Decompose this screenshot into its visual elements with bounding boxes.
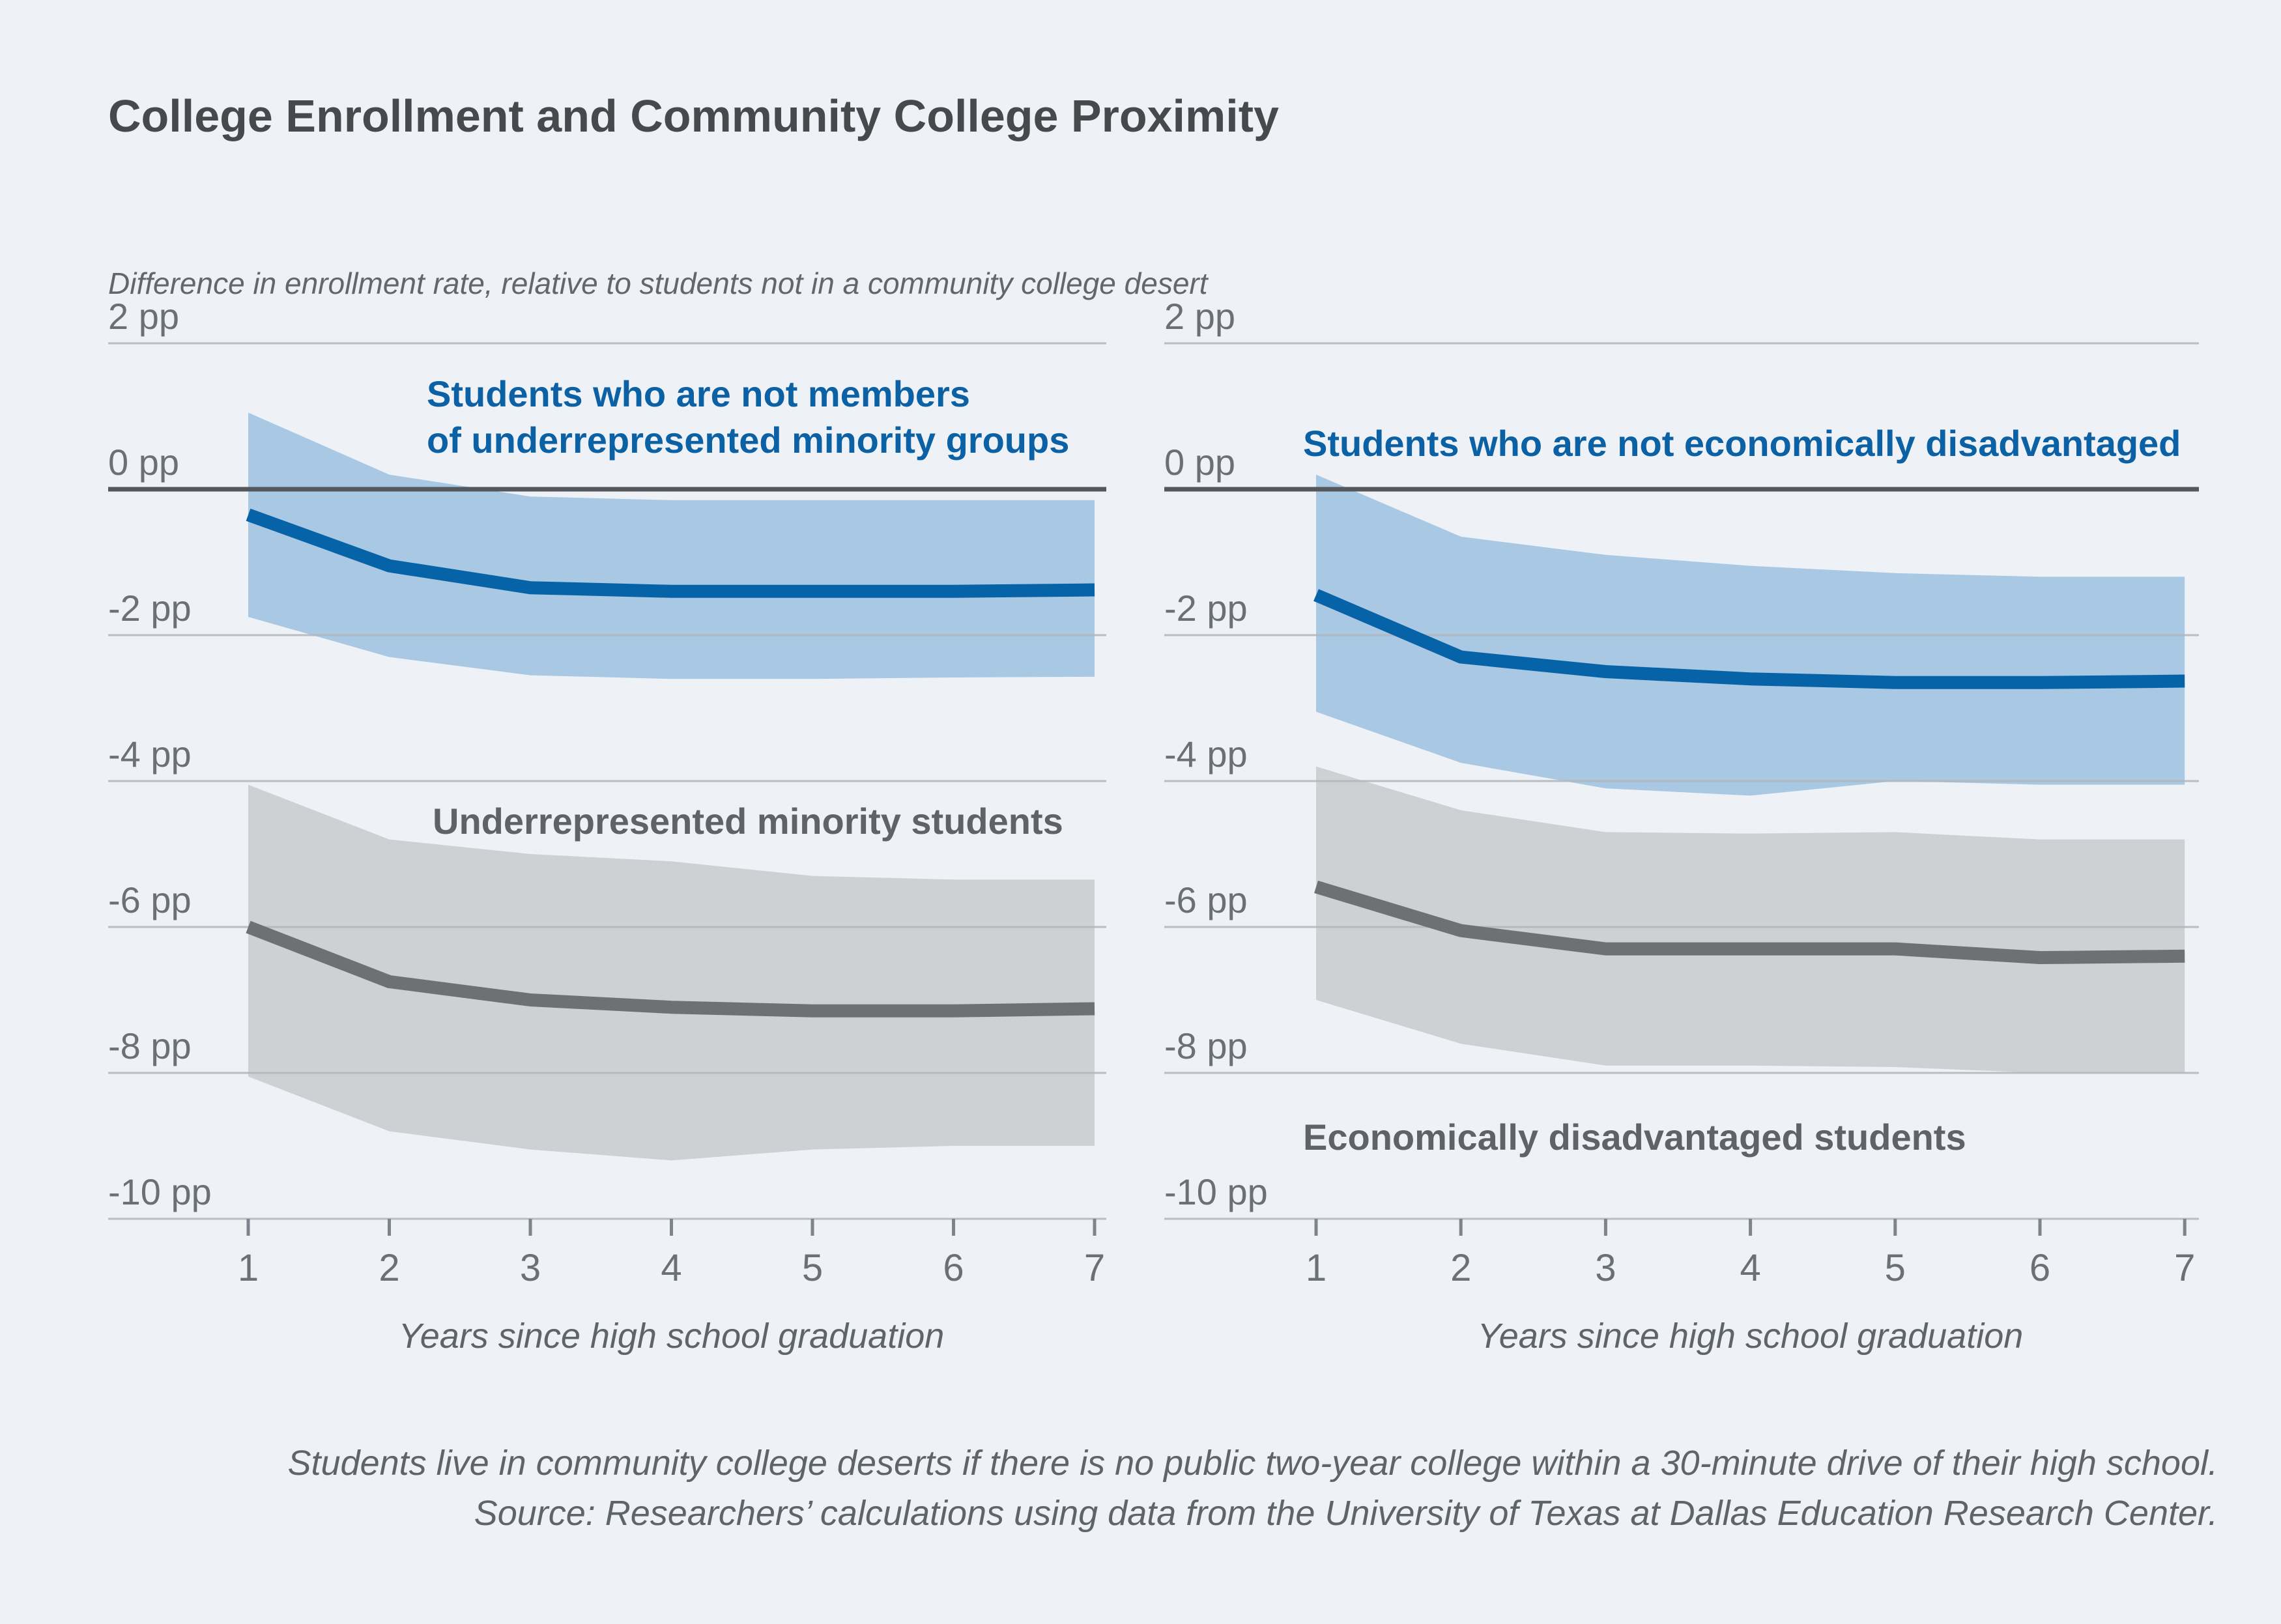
- svg-text:5: 5: [802, 1247, 823, 1289]
- footnote: Students live in community college deser…: [133, 1438, 2218, 1538]
- svg-text:7: 7: [1084, 1247, 1105, 1289]
- x-axis-title-right: Years since high school graduation: [1477, 1317, 2024, 1356]
- svg-text:-4 pp: -4 pp: [108, 734, 192, 775]
- svg-text:1: 1: [1306, 1247, 1327, 1289]
- svg-text:4: 4: [1740, 1247, 1760, 1289]
- svg-text:5: 5: [1885, 1247, 1906, 1289]
- left-chart-svg: 2 pp 0 pp -2 pp -4 pp -6 pp -8 pp -10 pp 1 2 3 4 5 6…: [108, 296, 1106, 1289]
- left-panel: 2 pp 0 pp -2 pp -4 pp -6 pp -8 pp -10 pp 1 2 3 4 5 6…: [108, 296, 1125, 1425]
- svg-text:-10 pp: -10 pp: [1164, 1171, 1268, 1212]
- svg-text:-4 pp: -4 pp: [1164, 734, 1248, 775]
- svg-text:-6 pp: -6 pp: [108, 879, 192, 920]
- svg-text:-8 pp: -8 pp: [108, 1025, 192, 1066]
- right-panel: 2 pp 0 pp -2 pp -4 pp -6 pp -8 pp -10 pp 1 2 3 4 5 6…: [1164, 296, 2220, 1425]
- svg-text:6: 6: [943, 1247, 964, 1289]
- svg-text:3: 3: [520, 1247, 541, 1289]
- svg-text:-8 pp: -8 pp: [1164, 1025, 1248, 1066]
- svg-text:3: 3: [1595, 1247, 1616, 1289]
- chart-subtitle: Difference in enrollment rate, relative …: [108, 266, 1208, 300]
- svg-text:-10 pp: -10 pp: [108, 1171, 212, 1212]
- x-axis-title-left: Years since high school graduation: [398, 1317, 945, 1356]
- right-chart-svg: 2 pp 0 pp -2 pp -4 pp -6 pp -8 pp -10 pp 1 2 3 4 5 6…: [1164, 296, 2199, 1289]
- svg-text:-2 pp: -2 pp: [1164, 588, 1248, 629]
- svg-text:2 pp: 2 pp: [108, 296, 179, 337]
- svg-text:1: 1: [238, 1247, 259, 1289]
- svg-text:6: 6: [2030, 1247, 2050, 1289]
- svg-text:2: 2: [379, 1247, 399, 1289]
- svg-text:-2 pp: -2 pp: [108, 588, 192, 629]
- svg-text:4: 4: [661, 1247, 681, 1289]
- footnote-line-2: Source: Researchers’ calculations using …: [474, 1493, 2218, 1533]
- svg-text:2 pp: 2 pp: [1164, 296, 1235, 337]
- svg-text:0 pp: 0 pp: [1164, 442, 1235, 483]
- page-title: College Enrollment and Community College…: [108, 91, 1279, 141]
- footnote-line-1: Students live in community college deser…: [287, 1444, 2218, 1483]
- svg-text:7: 7: [2174, 1247, 2195, 1289]
- svg-text:0 pp: 0 pp: [108, 442, 179, 483]
- svg-text:2: 2: [1450, 1247, 1471, 1289]
- svg-text:-6 pp: -6 pp: [1164, 879, 1248, 920]
